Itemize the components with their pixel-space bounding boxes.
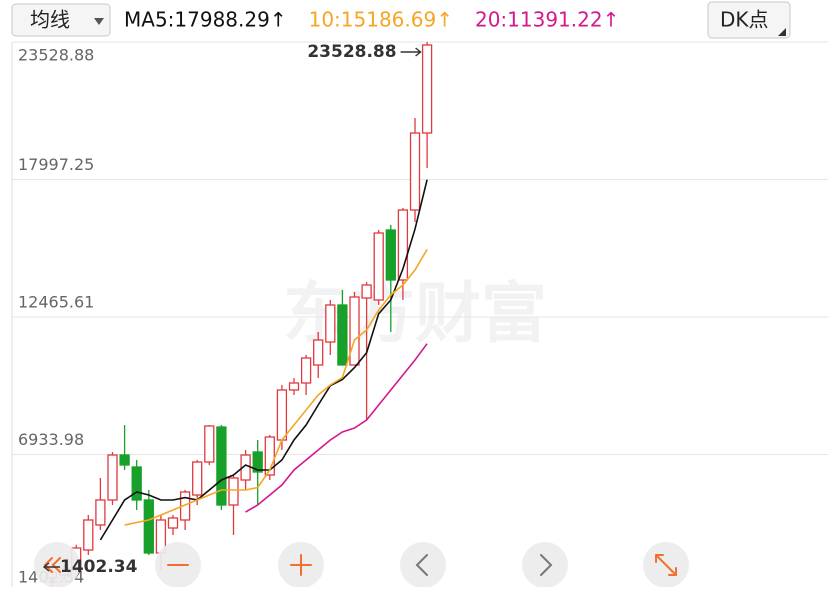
candle-body bbox=[409, 132, 421, 211]
candle-body bbox=[373, 232, 384, 301]
candle-body bbox=[385, 229, 396, 281]
ma-line bbox=[124, 248, 428, 526]
ma-line bbox=[245, 343, 428, 513]
min-label: 1402.34 bbox=[60, 557, 138, 577]
candle-body bbox=[276, 389, 288, 441]
nav-icon bbox=[540, 554, 553, 576]
candle-body bbox=[143, 499, 154, 554]
nav-icon bbox=[415, 554, 428, 576]
candle-body bbox=[397, 209, 409, 281]
candle-body bbox=[179, 491, 191, 521]
candle-body bbox=[228, 477, 239, 506]
legend-entry: 10:15186.69↑ bbox=[309, 8, 453, 32]
overlay: 23528.88 1402.34 bbox=[34, 42, 689, 588]
dk-button-label: DK点 bbox=[720, 8, 769, 32]
nav-button[interactable] bbox=[522, 542, 568, 588]
max-arrow bbox=[400, 47, 422, 57]
ma-button-label: 均线 bbox=[30, 8, 70, 32]
dropdown-arrow bbox=[94, 18, 104, 25]
y-tick-label: 23528.88 bbox=[18, 46, 94, 65]
nav-icon bbox=[290, 554, 312, 576]
candle-body bbox=[361, 284, 372, 299]
candle-body bbox=[325, 304, 336, 343]
candle-body bbox=[300, 357, 312, 384]
corner-mark bbox=[778, 28, 786, 36]
candle-body bbox=[192, 461, 203, 496]
dk-button[interactable] bbox=[707, 1, 791, 39]
max-label: 23528.88 bbox=[307, 42, 396, 62]
nav-button[interactable] bbox=[400, 542, 446, 588]
candle-body bbox=[349, 296, 360, 366]
ma-line bbox=[99, 179, 428, 541]
ma-button[interactable] bbox=[11, 3, 111, 37]
candle-body bbox=[83, 519, 94, 551]
y-tick-label: 6933.98 bbox=[18, 430, 84, 449]
marks bbox=[46, 42, 433, 591]
candle-body bbox=[216, 426, 227, 506]
legend-entry: MA5:17988.29↑ bbox=[124, 8, 287, 32]
y-tick-label: 12465.61 bbox=[18, 293, 94, 312]
candle-body bbox=[421, 44, 433, 134]
candle-body bbox=[288, 382, 300, 391]
legend-entry: 20:11391.22↑ bbox=[475, 8, 619, 32]
candle-body bbox=[313, 339, 324, 366]
min-arrow bbox=[42, 562, 60, 572]
candle-body bbox=[119, 454, 130, 466]
candle-body bbox=[204, 425, 215, 463]
y-tick-label: 17997.25 bbox=[18, 155, 94, 174]
nav-icon bbox=[43, 557, 61, 573]
candle-body bbox=[337, 304, 348, 366]
candle-body bbox=[131, 466, 142, 501]
nav-icon bbox=[655, 554, 677, 576]
candle-body bbox=[167, 517, 179, 529]
candle-body bbox=[107, 454, 118, 501]
candle-body bbox=[252, 451, 263, 473]
candle-body bbox=[95, 499, 106, 526]
candle-body bbox=[264, 436, 275, 476]
nav-button[interactable] bbox=[34, 542, 80, 588]
